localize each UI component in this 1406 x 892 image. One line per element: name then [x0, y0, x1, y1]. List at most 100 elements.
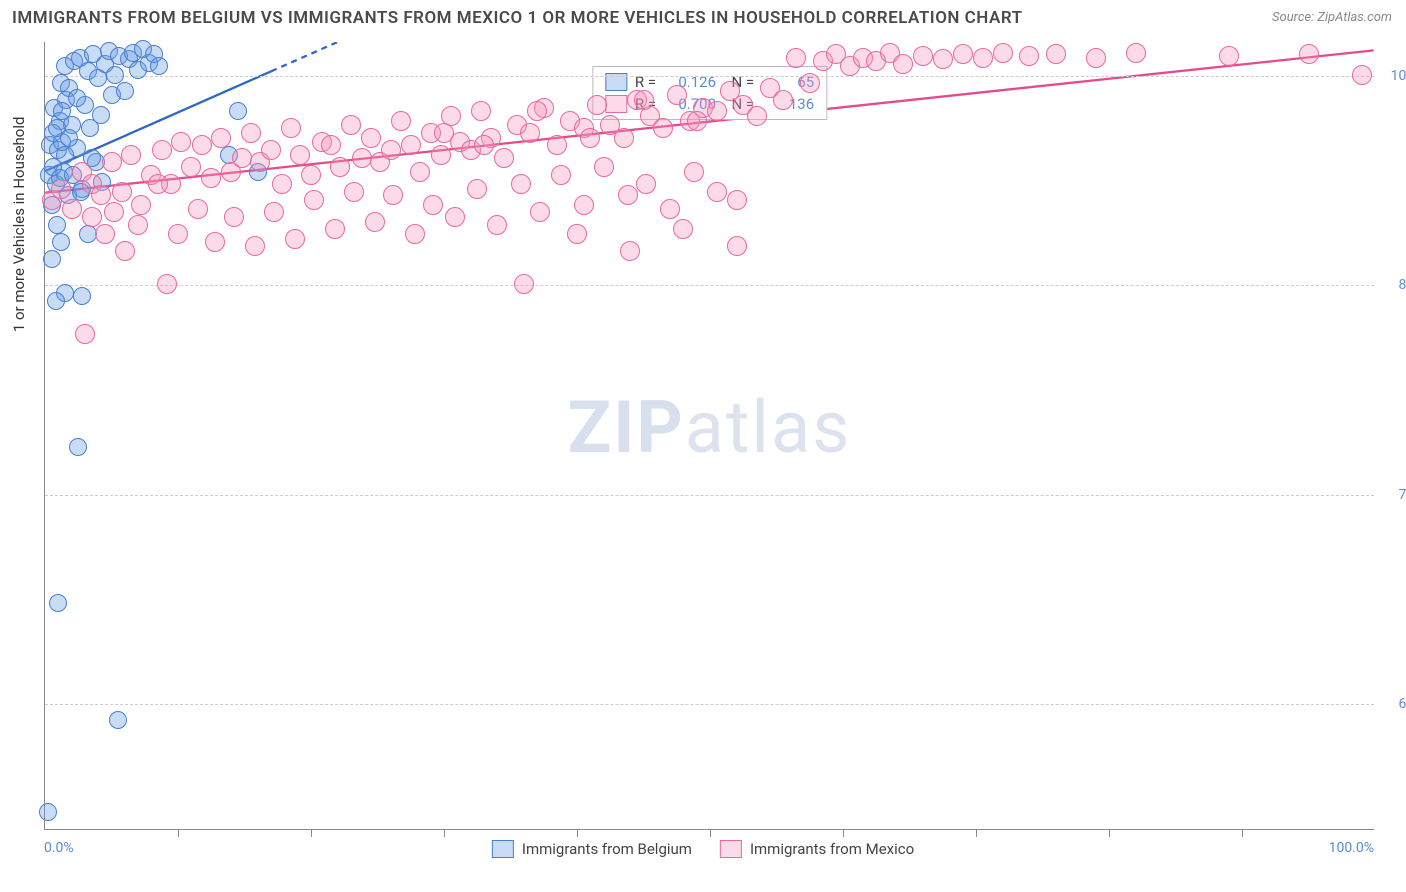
legend-label: Immigrants from Belgium	[522, 840, 692, 858]
data-point	[445, 207, 465, 227]
data-point	[82, 207, 102, 227]
data-point	[109, 711, 127, 729]
data-point	[48, 216, 66, 234]
gridline	[45, 285, 1374, 286]
data-point	[39, 803, 57, 821]
data-point	[684, 162, 704, 182]
legend-swatch	[720, 840, 742, 858]
data-point	[75, 324, 95, 344]
data-point	[60, 129, 78, 147]
data-point	[304, 190, 324, 210]
data-point	[281, 118, 301, 138]
data-point	[73, 287, 91, 305]
data-point	[330, 157, 350, 177]
chart-title: IMMIGRANTS FROM BELGIUM VS IMMIGRANTS FR…	[12, 8, 1023, 28]
data-point	[893, 54, 913, 74]
data-point	[102, 152, 122, 172]
data-point	[115, 241, 135, 261]
data-point	[580, 128, 600, 148]
data-point	[121, 145, 141, 165]
data-point	[636, 174, 656, 194]
data-point	[106, 66, 124, 84]
legend-bottom: Immigrants from Belgium Immigrants from M…	[492, 840, 914, 858]
data-point	[361, 128, 381, 148]
chart-plot-area: ZIPatlas R =0.126 N =65R =0.700 N =136 6…	[44, 42, 1374, 830]
source-label: Source: ZipAtlas.com	[1272, 10, 1392, 25]
data-point	[620, 241, 640, 261]
data-point	[953, 44, 973, 64]
data-point	[95, 224, 115, 244]
data-point	[667, 85, 687, 105]
legend-item: Immigrants from Mexico	[720, 840, 914, 858]
xtick	[577, 829, 578, 837]
data-point	[487, 215, 507, 235]
data-point	[618, 185, 638, 205]
data-point	[913, 46, 933, 66]
data-point	[567, 224, 587, 244]
data-point	[91, 185, 111, 205]
data-point	[52, 233, 70, 251]
legend-label: Immigrants from Mexico	[750, 840, 914, 858]
data-point	[431, 145, 451, 165]
data-point	[53, 102, 71, 120]
data-point	[514, 274, 534, 294]
data-point	[527, 101, 547, 121]
data-point	[594, 157, 614, 177]
data-point	[1299, 44, 1319, 64]
ytick-label: 75.0%	[1378, 487, 1406, 503]
gridline	[45, 495, 1374, 496]
data-point	[148, 174, 168, 194]
data-point	[660, 199, 680, 219]
data-point	[79, 225, 97, 243]
data-point	[381, 140, 401, 160]
data-point	[171, 132, 191, 152]
data-point	[69, 438, 87, 456]
data-point	[192, 135, 212, 155]
data-point	[131, 195, 151, 215]
xaxis-max-label: 100.0%	[1329, 840, 1374, 856]
data-point	[205, 232, 225, 252]
xtick	[710, 829, 711, 837]
xtick	[444, 829, 445, 837]
ytick-label: 100.0%	[1378, 68, 1406, 84]
data-point	[168, 224, 188, 244]
data-point	[383, 185, 403, 205]
data-point	[157, 274, 177, 294]
data-point	[474, 135, 494, 155]
data-point	[181, 157, 201, 177]
data-point	[511, 174, 531, 194]
data-point	[587, 95, 607, 115]
watermark-rest: atlas	[685, 385, 852, 470]
data-point	[1086, 48, 1106, 68]
data-point	[471, 101, 491, 121]
data-point	[344, 182, 364, 202]
data-point	[241, 123, 261, 143]
data-point	[341, 115, 361, 135]
data-point	[574, 195, 594, 215]
data-point	[104, 202, 124, 222]
data-point	[301, 165, 321, 185]
data-point	[116, 82, 134, 100]
data-point	[933, 49, 953, 69]
data-point	[634, 90, 654, 110]
data-point	[352, 148, 372, 168]
data-point	[773, 90, 793, 110]
ytick-label: 87.5%	[1378, 277, 1406, 293]
xtick	[976, 829, 977, 837]
data-point	[1219, 46, 1239, 66]
data-point	[152, 140, 172, 160]
data-point	[49, 594, 67, 612]
data-point	[687, 111, 707, 131]
data-point	[434, 123, 454, 143]
data-point	[530, 202, 550, 222]
data-point	[673, 219, 693, 239]
data-point	[653, 118, 673, 138]
legend-item: Immigrants from Belgium	[492, 840, 692, 858]
data-point	[68, 89, 86, 107]
xtick	[843, 829, 844, 837]
xtick	[1242, 829, 1243, 837]
data-point	[1352, 65, 1372, 85]
data-point	[707, 101, 727, 121]
data-point	[229, 102, 247, 120]
data-point	[224, 207, 244, 227]
